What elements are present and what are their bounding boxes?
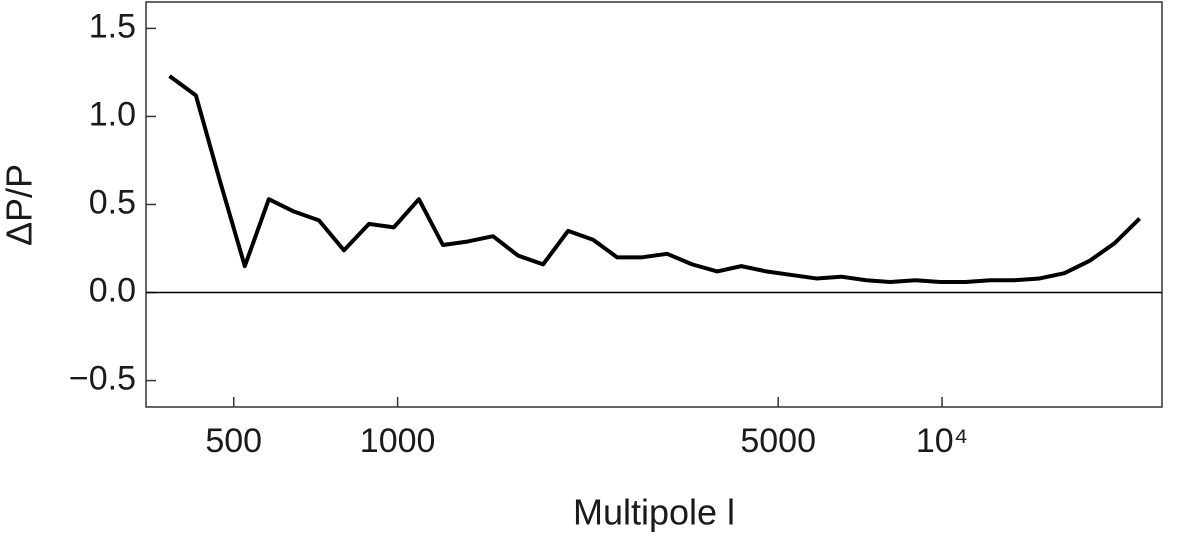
x-axis-label: Multipole l [573, 492, 735, 533]
plot-frame [145, 1, 1163, 408]
x-tick-label: 1000 [360, 422, 436, 460]
y-tick-label: 1.0 [89, 95, 136, 133]
y-axis-label: ΔP/P [0, 164, 40, 246]
y-tick-label: −0.5 [69, 360, 136, 398]
x-tick-label: 500 [205, 422, 262, 460]
y-tick-label: 0.5 [89, 183, 136, 221]
x-tick-label: 5000 [740, 422, 816, 460]
x-tick-label: 10⁴ [916, 422, 968, 460]
data-line [168, 74, 1142, 284]
y-tick-label: 0.0 [89, 272, 136, 310]
y-tick-label: 1.5 [89, 7, 136, 45]
